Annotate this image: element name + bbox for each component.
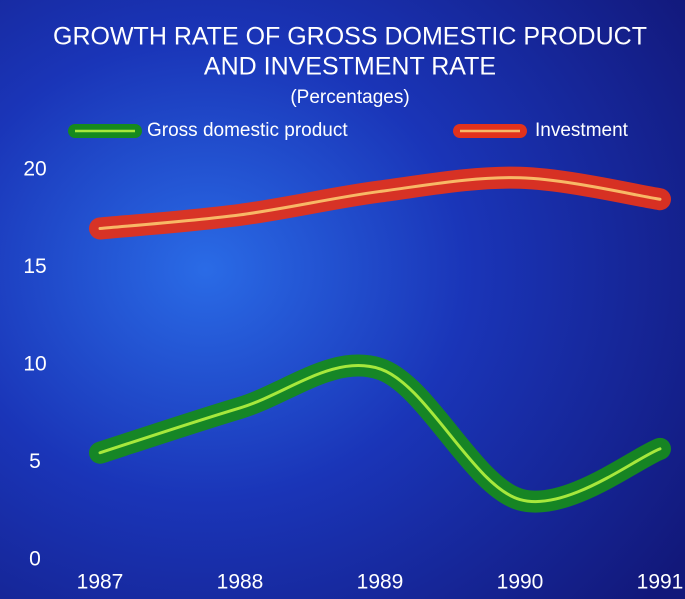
x-tick-label: 1991 <box>637 571 684 594</box>
line <box>98 364 662 503</box>
chart-subtitle: (Percentages) <box>290 87 409 108</box>
y-tick-label: 5 <box>29 450 41 473</box>
y-tick-label: 10 <box>23 353 46 376</box>
chart-title: GROWTH RATE OF GROSS DOMESTIC PRODUCT <box>53 23 647 51</box>
y-tick-label: 15 <box>23 255 46 278</box>
y-tick-label: 0 <box>29 548 41 571</box>
x-tick-label: 1989 <box>357 571 404 594</box>
legend-label: Gross domestic product <box>147 120 348 141</box>
x-tick-label: 1987 <box>77 571 124 594</box>
legend-label: Investment <box>535 120 629 141</box>
x-tick-label: 1988 <box>217 571 264 594</box>
chart-title: AND INVESTMENT RATE <box>204 53 496 81</box>
y-tick-label: 20 <box>23 158 46 181</box>
x-tick-label: 1990 <box>497 571 544 594</box>
line <box>98 176 662 230</box>
